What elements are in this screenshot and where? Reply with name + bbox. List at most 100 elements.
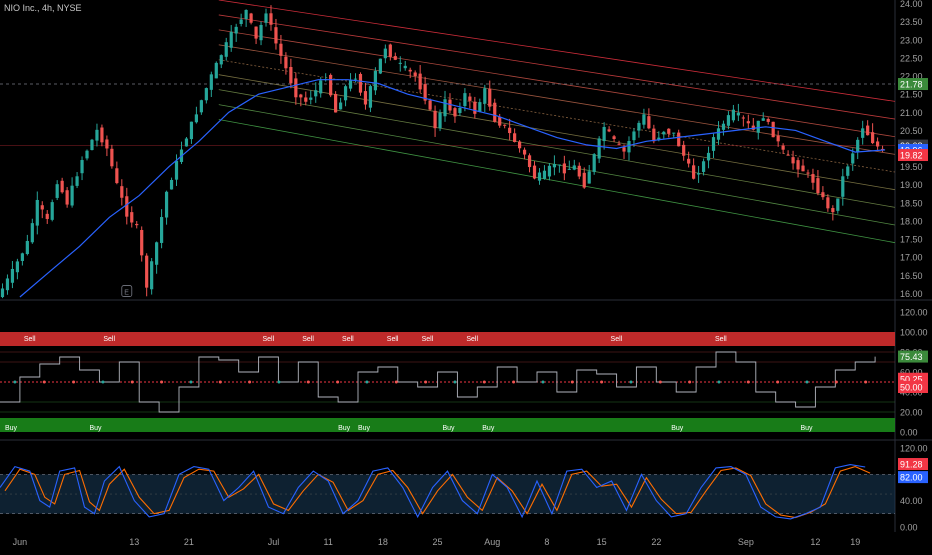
candle-body [169,179,174,190]
x-tick-label: 18 [378,537,388,547]
rsi-signal-dot [248,380,252,384]
rsi-signal-dot [864,380,868,384]
candle-body [443,99,447,117]
candle-body [110,148,114,167]
candle-body [388,44,392,57]
price-tick-label: 19.50 [900,162,923,172]
candle-body [393,56,397,60]
candle-body [577,165,581,177]
candle-body [522,149,527,155]
candle-body [413,72,417,77]
candle-body [140,229,144,256]
candle-body [100,127,104,143]
price-tick-label: 18.00 [900,216,923,226]
rsi-signal-dot [160,380,164,384]
candle-body [378,58,382,74]
candle-body [309,97,313,100]
candle-body [219,55,223,65]
candle-body [130,212,134,223]
rsi-signal-dot [541,380,545,384]
sell-signal-label: Sell [611,336,623,343]
candle-body [831,208,835,213]
rsi-signal-dot [688,380,692,384]
candle-body [125,196,129,217]
candle-body [527,155,532,168]
earnings-marker [121,285,133,297]
candle-body [736,112,740,116]
channel-line [218,44,896,155]
candle-body [816,178,820,194]
candle-body [811,174,815,183]
moving-average-line [19,79,886,298]
candle-body [617,143,621,145]
rsi-signal-dot [717,380,721,384]
rsi-signal-dot [394,380,398,384]
candle-body [871,132,875,144]
sell-signal-label: Sell [103,336,115,343]
candle-body [50,202,54,220]
candle-body [746,121,750,124]
candle-body [274,27,278,44]
candle-body [224,42,228,57]
candle-body [622,147,626,152]
candle-body [353,78,358,80]
buy-signal-label: Buy [5,425,18,432]
candle-body [135,223,139,226]
candle-body [299,94,303,98]
candle-body [363,91,368,105]
channel-line [218,29,896,138]
candle-body [547,165,552,177]
candle-body [627,141,631,153]
candle-body [642,114,646,125]
candle-body [786,154,790,156]
candle-body [552,164,557,168]
candle-body [458,107,462,113]
candle-body [572,165,576,170]
candle-body [264,13,268,23]
rsi-signal-dot [130,380,134,384]
price-tick-label: 21.00 [900,108,923,118]
price-tick-label: 17.50 [900,235,923,245]
candle-body [244,9,248,20]
candle-body [120,186,124,198]
candle-body [478,102,482,112]
candle-body [761,118,765,121]
x-tick-label: 8 [544,537,549,547]
rsi-signal-dot [189,380,193,384]
price-tick-label: 16.00 [900,289,923,299]
candle-body [85,150,89,159]
candle-body [463,93,467,107]
rsi-tick-label: 120.00 [900,308,928,318]
x-tick-label: Jul [268,537,280,547]
rsi-signal-dot [218,380,222,384]
earnings-marker-letter: E [124,290,129,297]
candle-body [343,86,348,101]
sell-signal-label: Sell [342,336,354,343]
candle-body [607,129,611,132]
x-tick-label: 22 [651,537,661,547]
candle-body [711,137,716,151]
candle-body [60,180,64,193]
rsi-signal-dot [424,380,428,384]
candle-body [10,268,15,283]
buy-signal-label: Buy [671,425,684,432]
rsi-signal-dot [776,380,780,384]
rsi-signal-dot [805,380,809,384]
rsi-level-label-bg [898,381,928,393]
stoch-tick-label: 40.00 [900,496,923,506]
candle-body [433,110,437,129]
candle-body [880,148,885,150]
stoch-value-label: 91.28 [900,460,923,470]
buy-signal-label: Buy [443,425,456,432]
candle-body [338,102,343,110]
candle-body [453,108,457,117]
candle-body [358,73,363,93]
candle-body [65,190,69,205]
price-tick-label: 17.00 [900,253,923,263]
candle-body [726,115,731,126]
sell-signal-label: Sell [387,336,399,343]
price-tick-label: 22.00 [900,72,923,82]
x-tick-label: 13 [129,537,139,547]
rsi-current-label: 75.43 [900,352,923,362]
